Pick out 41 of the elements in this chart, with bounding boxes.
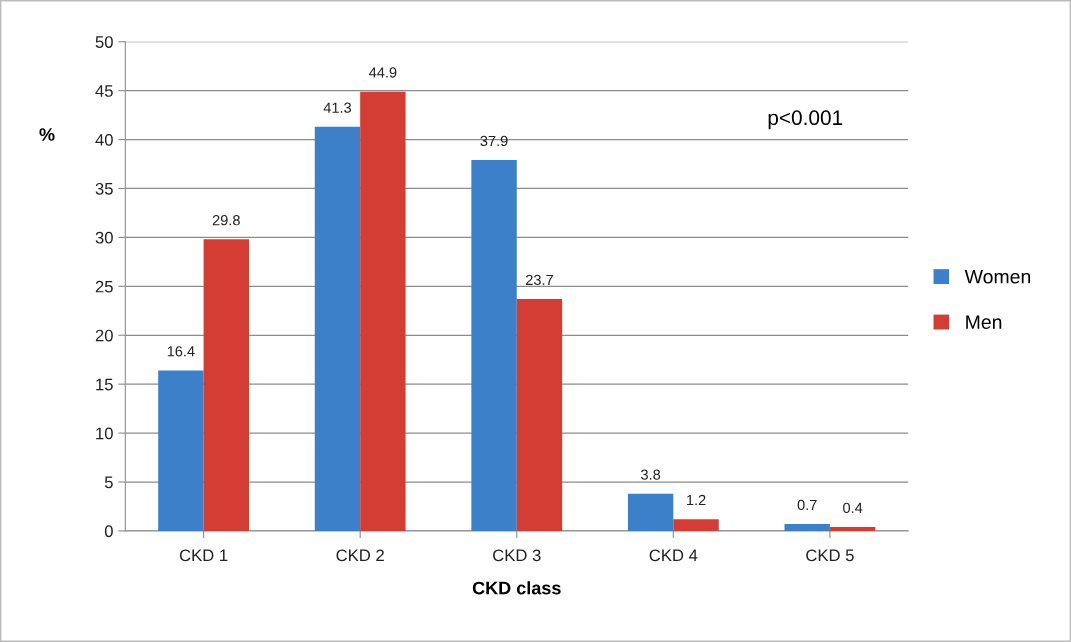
bar: [471, 160, 517, 531]
data-label: 0.4: [843, 502, 863, 514]
y-tick-label: 10: [96, 427, 113, 440]
x-tick-label: CKD 5: [806, 549, 854, 562]
x-tick-label: CKD 1: [179, 549, 228, 562]
data-label: 29.8: [212, 215, 240, 226]
bar: [203, 239, 250, 531]
y-tick-label: 45: [95, 85, 113, 97]
bar: [158, 370, 204, 531]
x-tick-label: CKD 2: [336, 549, 384, 562]
y-tick-label: 35: [95, 182, 113, 195]
y-tick-label: 0: [104, 525, 113, 538]
y-tick-label: 20: [95, 329, 113, 342]
data-label: 3.8: [641, 469, 661, 480]
bar: [627, 493, 674, 531]
y-tick-label: 40: [95, 133, 113, 146]
bar: [314, 126, 361, 531]
data-label: 23.7: [526, 274, 553, 286]
y-tick-label: 50: [95, 36, 113, 48]
legend-label: Women: [964, 269, 1031, 284]
data-label: 41.3: [323, 102, 352, 113]
x-axis-title: CKD class: [472, 581, 561, 595]
annotation: p<0.001: [768, 110, 843, 130]
y-tick-label: 30: [95, 231, 113, 244]
bar: [673, 519, 719, 531]
x-tick-label: CKD 4: [649, 549, 698, 562]
x-tick-label: CKD 3: [493, 549, 541, 562]
y-axis-title: %: [39, 128, 55, 141]
data-label: 37.9: [480, 135, 508, 147]
bar: [360, 91, 406, 531]
bar: [516, 299, 563, 531]
y-tick-label: 15: [96, 378, 113, 391]
data-label: 16.4: [167, 346, 195, 357]
bar: [784, 524, 830, 531]
data-label: 1.2: [687, 494, 706, 506]
legend-label: Men: [966, 315, 1002, 330]
bar: [829, 527, 876, 531]
y-tick-label: 25: [95, 280, 113, 293]
data-label: 0.7: [797, 499, 817, 511]
y-tick-label: 5: [104, 476, 113, 489]
data-label: 44.9: [369, 67, 397, 78]
